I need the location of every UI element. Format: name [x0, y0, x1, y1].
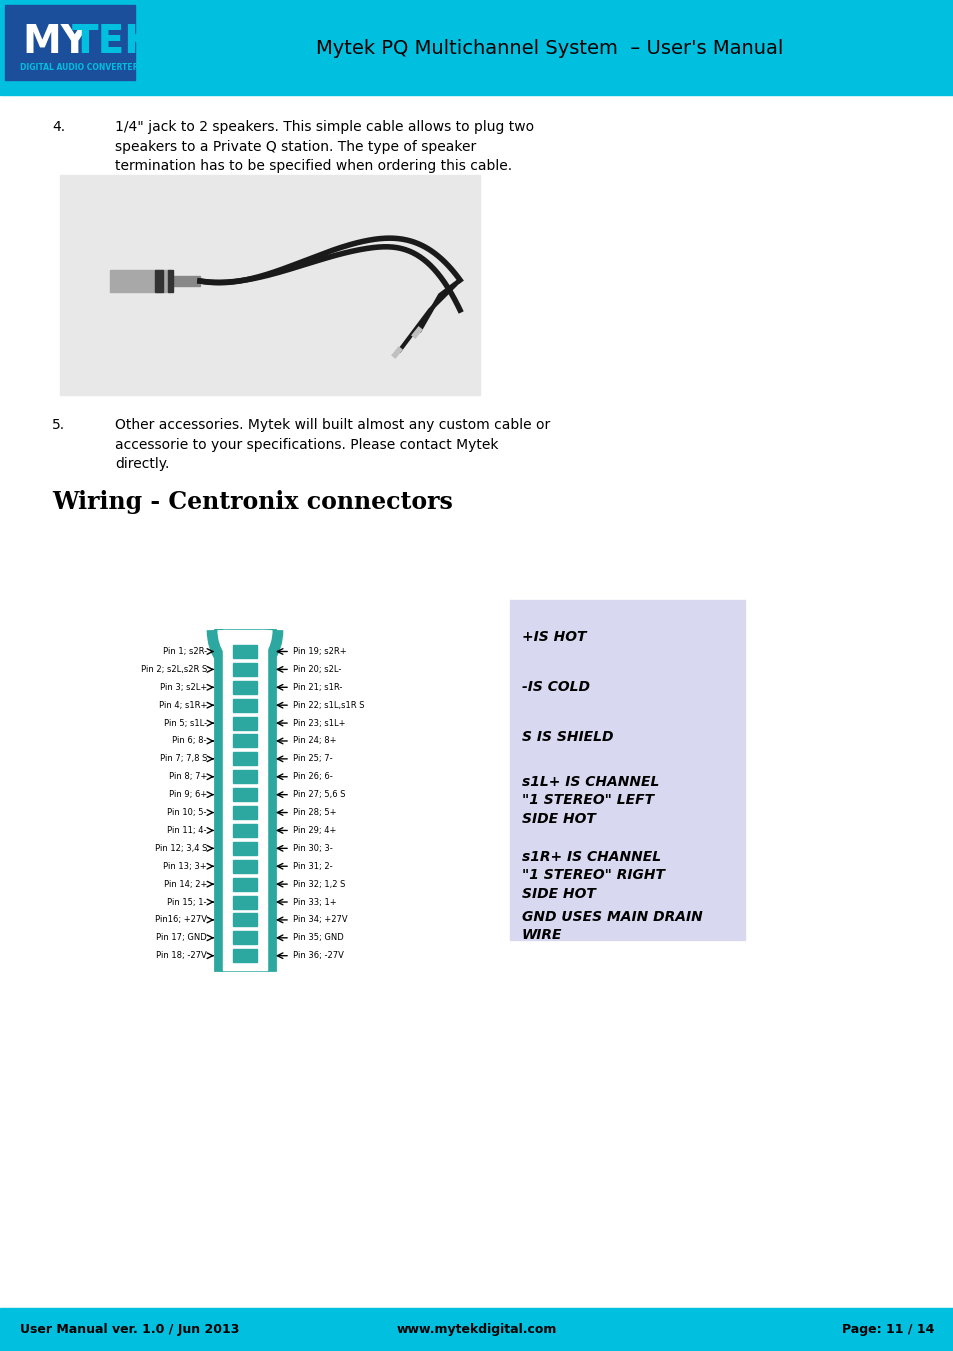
Text: TEK: TEK: [71, 23, 155, 61]
Bar: [0, 0, 953, 95]
Text: Page: 11 / 14: Page: 11 / 14: [841, 1323, 933, 1336]
Text: Pin 30; 3-: Pin 30; 3-: [293, 844, 333, 852]
Bar: [233, 824, 256, 838]
Bar: [60, 176, 479, 394]
Text: Pin 14; 2+: Pin 14; 2+: [164, 880, 207, 889]
Bar: [5, 5, 135, 80]
Bar: [214, 630, 274, 970]
Bar: [233, 878, 256, 890]
Text: DIGITAL AUDIO CONVERTERS: DIGITAL AUDIO CONVERTERS: [20, 63, 144, 73]
Text: Pin 20; s2L-: Pin 20; s2L-: [293, 665, 341, 674]
Text: Pin 6; 8-: Pin 6; 8-: [172, 736, 207, 746]
Text: Pin 12; 3,4 S: Pin 12; 3,4 S: [154, 844, 207, 852]
Text: Pin 35; GND: Pin 35; GND: [293, 934, 343, 942]
Bar: [233, 788, 256, 801]
Text: s1R+ IS CHANNEL
"1 STEREO" RIGHT
SIDE HOT: s1R+ IS CHANNEL "1 STEREO" RIGHT SIDE HO…: [521, 850, 664, 901]
Text: MY: MY: [22, 23, 89, 61]
Text: Pin 27; 5,6 S: Pin 27; 5,6 S: [293, 790, 345, 800]
Bar: [223, 630, 267, 970]
Bar: [233, 807, 256, 819]
Text: 4.: 4.: [52, 120, 65, 134]
Bar: [233, 859, 256, 873]
Bar: [233, 644, 256, 658]
Text: Pin 33; 1+: Pin 33; 1+: [293, 897, 336, 907]
Bar: [233, 913, 256, 927]
Bar: [168, 270, 172, 292]
Bar: [233, 681, 256, 694]
Text: Pin 7; 7,8 S: Pin 7; 7,8 S: [159, 754, 207, 763]
Text: Pin 36; -27V: Pin 36; -27V: [293, 951, 343, 961]
Text: Pin 17; GND: Pin 17; GND: [156, 934, 207, 942]
Bar: [170, 276, 200, 286]
Bar: [233, 698, 256, 712]
Bar: [510, 600, 744, 940]
Bar: [233, 735, 256, 747]
Text: Pin 34; +27V: Pin 34; +27V: [293, 916, 347, 924]
Bar: [233, 931, 256, 944]
Text: Pin 21; s1R-: Pin 21; s1R-: [293, 682, 342, 692]
Wedge shape: [214, 630, 274, 661]
Text: Pin 10; 5-: Pin 10; 5-: [168, 808, 207, 817]
Text: Pin 25; 7-: Pin 25; 7-: [293, 754, 333, 763]
Text: Pin 2; s2L,s2R S: Pin 2; s2L,s2R S: [141, 665, 207, 674]
Text: Other accessories. Mytek will built almost any custom cable or
accessorie to you: Other accessories. Mytek will built almo…: [115, 417, 550, 471]
Text: GND USES MAIN DRAIN
WIRE: GND USES MAIN DRAIN WIRE: [521, 911, 702, 943]
Text: Pin 8; 7+: Pin 8; 7+: [169, 773, 207, 781]
Text: Pin 11; 4-: Pin 11; 4-: [168, 825, 207, 835]
Text: Pin16; +27V: Pin16; +27V: [154, 916, 207, 924]
Bar: [0, 1308, 953, 1351]
Text: -IS COLD: -IS COLD: [521, 680, 589, 694]
Bar: [154, 270, 163, 292]
Text: User Manual ver. 1.0 / Jun 2013: User Manual ver. 1.0 / Jun 2013: [20, 1323, 239, 1336]
Bar: [233, 770, 256, 784]
Text: Pin 3; s2L+: Pin 3; s2L+: [159, 682, 207, 692]
Text: Pin 1; s2R-: Pin 1; s2R-: [163, 647, 207, 657]
Text: Pin 26; 6-: Pin 26; 6-: [293, 773, 333, 781]
Text: Pin 15; 1-: Pin 15; 1-: [168, 897, 207, 907]
Bar: [233, 716, 256, 730]
Text: Pin 4; s1R+: Pin 4; s1R+: [158, 701, 207, 709]
Text: Pin 9; 6+: Pin 9; 6+: [169, 790, 207, 800]
Text: Pin 23; s1L+: Pin 23; s1L+: [293, 719, 345, 728]
Text: Pin 32; 1,2 S: Pin 32; 1,2 S: [293, 880, 345, 889]
Text: Wiring - Centronix connectors: Wiring - Centronix connectors: [52, 490, 453, 513]
Text: Pin 19; s2R+: Pin 19; s2R+: [293, 647, 346, 657]
Text: S IS SHIELD: S IS SHIELD: [521, 730, 613, 744]
Text: Pin 24; 8+: Pin 24; 8+: [293, 736, 336, 746]
Bar: [110, 270, 170, 292]
Text: Pin 13; 3+: Pin 13; 3+: [163, 862, 207, 871]
Text: s1L+ IS CHANNEL
"1 STEREO" LEFT
SIDE HOT: s1L+ IS CHANNEL "1 STEREO" LEFT SIDE HOT: [521, 775, 659, 825]
Text: 1/4" jack to 2 speakers. This simple cable allows to plug two
speakers to a Priv: 1/4" jack to 2 speakers. This simple cab…: [115, 120, 534, 173]
Text: Pin 28; 5+: Pin 28; 5+: [293, 808, 336, 817]
Bar: [233, 896, 256, 908]
Bar: [233, 842, 256, 855]
Text: www.mytekdigital.com: www.mytekdigital.com: [396, 1323, 557, 1336]
Text: Mytek PQ Multichannel System  – User's Manual: Mytek PQ Multichannel System – User's Ma…: [316, 38, 782, 58]
Text: +IS HOT: +IS HOT: [521, 630, 586, 644]
Bar: [233, 663, 256, 676]
Text: Pin 5; s1L-: Pin 5; s1L-: [164, 719, 207, 728]
Bar: [233, 950, 256, 962]
Text: Pin 22; s1L,s1R S: Pin 22; s1L,s1R S: [293, 701, 364, 709]
Bar: [233, 753, 256, 766]
Text: Pin 29; 4+: Pin 29; 4+: [293, 825, 336, 835]
Text: Pin 31; 2-: Pin 31; 2-: [293, 862, 333, 871]
Text: 5.: 5.: [52, 417, 65, 432]
Text: Pin 18; -27V: Pin 18; -27V: [156, 951, 207, 961]
